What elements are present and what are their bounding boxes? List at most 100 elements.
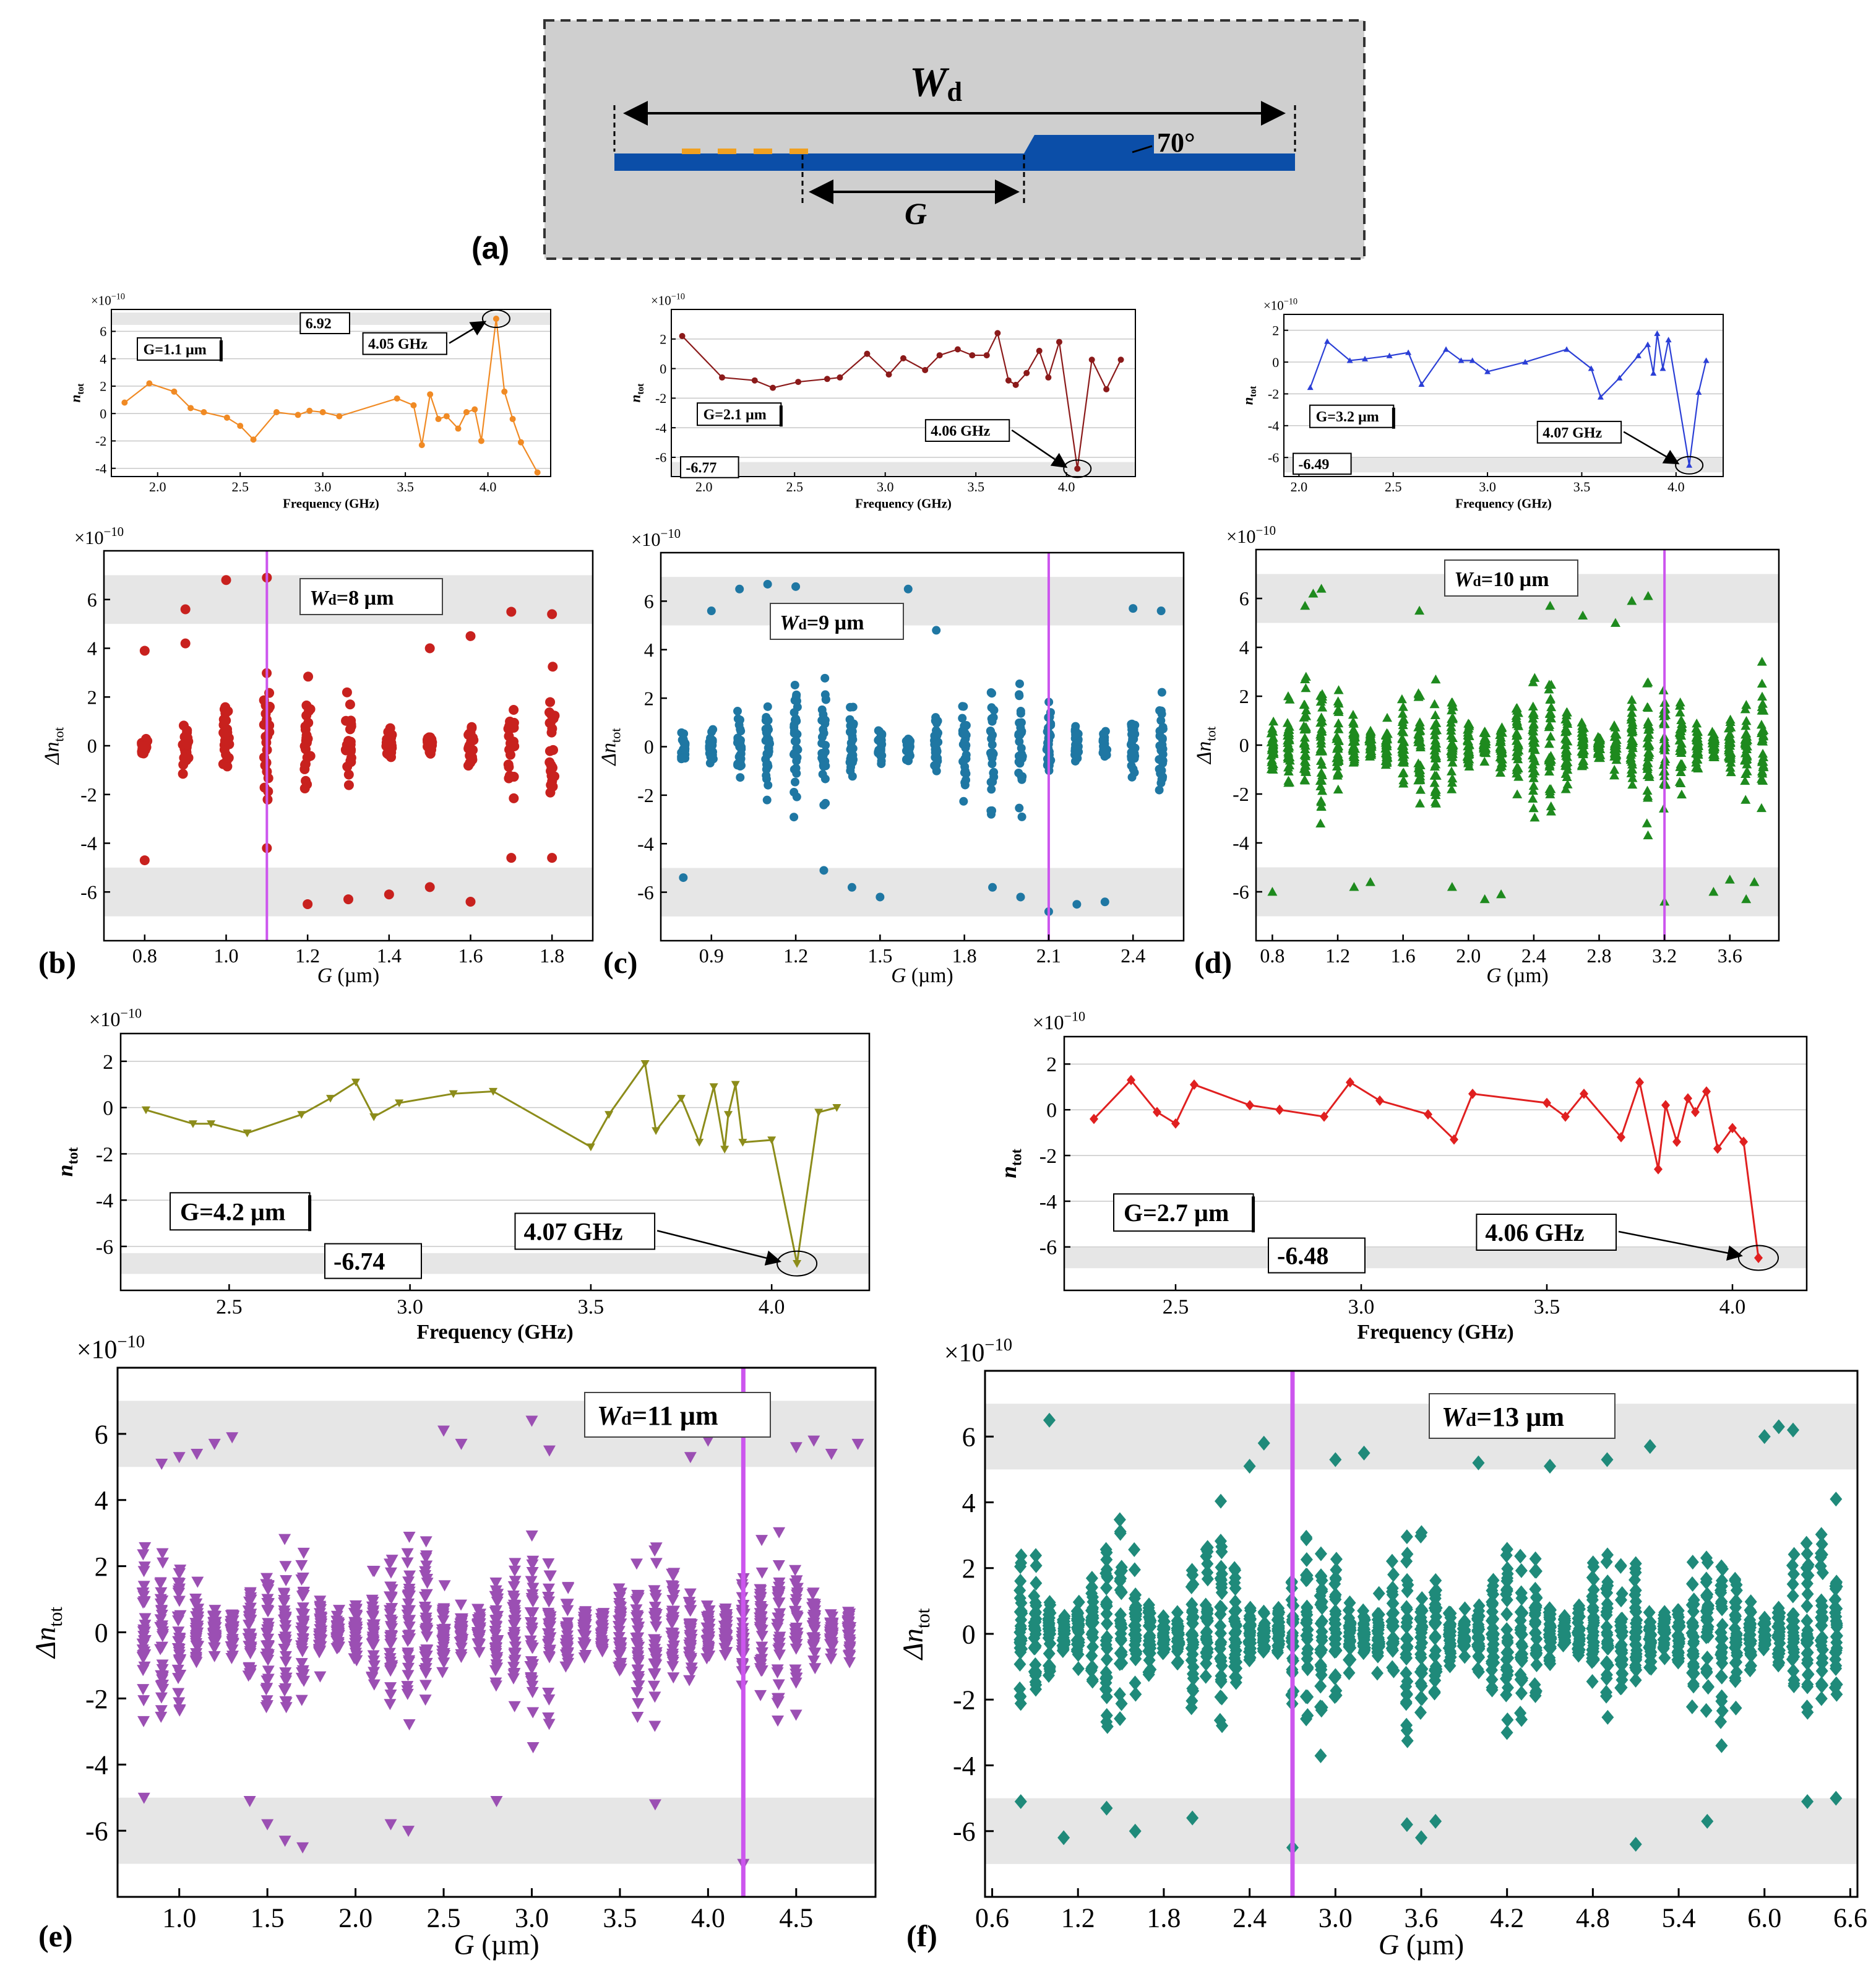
scale-label-base: ×10 [91,293,111,308]
scatter-point [1387,1636,1400,1651]
scatter-outlier [807,1435,820,1447]
y-tick-label: -6 [637,881,654,904]
x-tick-label: 2.5 [1163,1295,1189,1318]
scatter-point [350,1655,363,1667]
scatter-point [1627,759,1638,769]
scatter-point [173,1636,186,1647]
freq-annotation-text: 4.05 GHz [368,337,428,353]
scatter-point [1529,1551,1542,1566]
scatter-outlier [1365,877,1375,886]
highlight-band [671,462,1135,476]
scatter-point [401,1636,414,1647]
data-point [969,352,976,359]
scatter-point [1301,1632,1314,1647]
scatter-point [1578,749,1588,759]
scatter-point [762,795,772,805]
y-axis-label-main: Δn [40,742,63,766]
scatter-point [1610,745,1620,754]
x-axis-label-var: G [1486,964,1501,987]
scatter-point [333,1605,346,1617]
data-point [1418,381,1425,387]
scatter-point [762,771,771,780]
x-tick-label: 2.1 [1036,944,1061,967]
scatter-point [1100,1606,1113,1621]
scatter-point [841,1623,854,1634]
y-tick-label: -2 [1268,386,1279,402]
scatter-point [173,1595,186,1607]
scatter-point [1113,1686,1126,1702]
scatter-outlier [876,892,885,902]
scatter-point [490,1636,503,1648]
scatter-point [613,1649,626,1661]
x-tick-label: 3.5 [578,1295,605,1318]
scatter-point [1315,781,1326,790]
scatter-point [172,1688,185,1699]
scatter-point [755,1665,768,1677]
scatter-outlier [1749,877,1760,886]
scatter-point [790,813,799,822]
scatter-point [1257,1641,1270,1656]
y-tick-label: -4 [1268,418,1279,434]
scatter-point [1100,1594,1113,1610]
scatter-point [244,1612,257,1623]
data-point [410,402,417,408]
scatter-point [1387,1595,1400,1611]
scatter-outlier [648,1799,661,1811]
scatter-point [1500,1645,1513,1660]
scale-label: ×10−10 [631,527,681,550]
scatter-point [1300,710,1310,720]
scatter-point [1447,751,1458,761]
scatter-point [280,1575,293,1587]
scatter-point [295,1560,308,1571]
scatter-point [632,1641,645,1653]
scatter-point [402,1670,415,1682]
scatter-point [139,741,150,752]
scatter-point [986,688,996,697]
y-tick-label: -4 [655,420,666,436]
scatter-point [1130,1644,1143,1659]
x-tick-label: 2.8 [1587,944,1612,967]
scatter-point [1086,1602,1099,1617]
scatter-point [1479,743,1490,752]
scatter-point [1758,748,1768,758]
x-tick-label: 1.2 [295,944,320,967]
data-point [1090,1113,1098,1125]
axes-frame [119,1032,871,1292]
value-annotation-box [1268,1237,1366,1274]
scatter-point [260,1579,273,1591]
data-point [1171,1118,1180,1129]
scatter-point [1142,1643,1155,1659]
y-tick-label: 4 [1239,636,1249,658]
data-point [1246,1100,1254,1111]
scatter-point [1643,702,1653,712]
scatter-point [1344,1652,1357,1667]
scale-label-base: ×10 [1033,1011,1064,1034]
scatter-point [420,1631,433,1643]
y-axis-label-main: Δn [597,743,620,767]
data-point [1691,1107,1700,1118]
data-point [1616,374,1623,381]
scatter-point [156,1548,169,1560]
scatter-point [466,744,476,754]
scatter-point [1562,717,1572,726]
threshold-band [118,1797,876,1864]
scatter-point [720,1616,733,1628]
scatter-point [542,1583,555,1595]
scatter-point [1429,1603,1442,1618]
wd-annotation-var: W [780,611,800,634]
data-point [306,407,313,414]
data-point [493,316,499,322]
scatter-point [280,1672,293,1684]
chart-b: 0.8 1.0 1.2 1.4 1.6 1.86420-2-4-6×10−10ΔntotG… [40,525,594,987]
scatter-point [771,1667,784,1679]
scatter-point [314,1671,327,1683]
scale-label-exp: −10 [1256,524,1276,538]
y-tick-label: 0 [87,735,97,757]
chart-b-inset: 2.0 2.5 3.0 3.5 4.06420-2-4×10−10ntotFrequen… [67,292,551,511]
data-point [435,416,442,423]
scale-label-exp: −10 [1284,297,1297,307]
scatter-point [790,1633,803,1644]
scatter-point [189,1655,202,1667]
scatter-point [420,1657,433,1669]
x-axis-label-unit: (µm) [332,964,379,987]
